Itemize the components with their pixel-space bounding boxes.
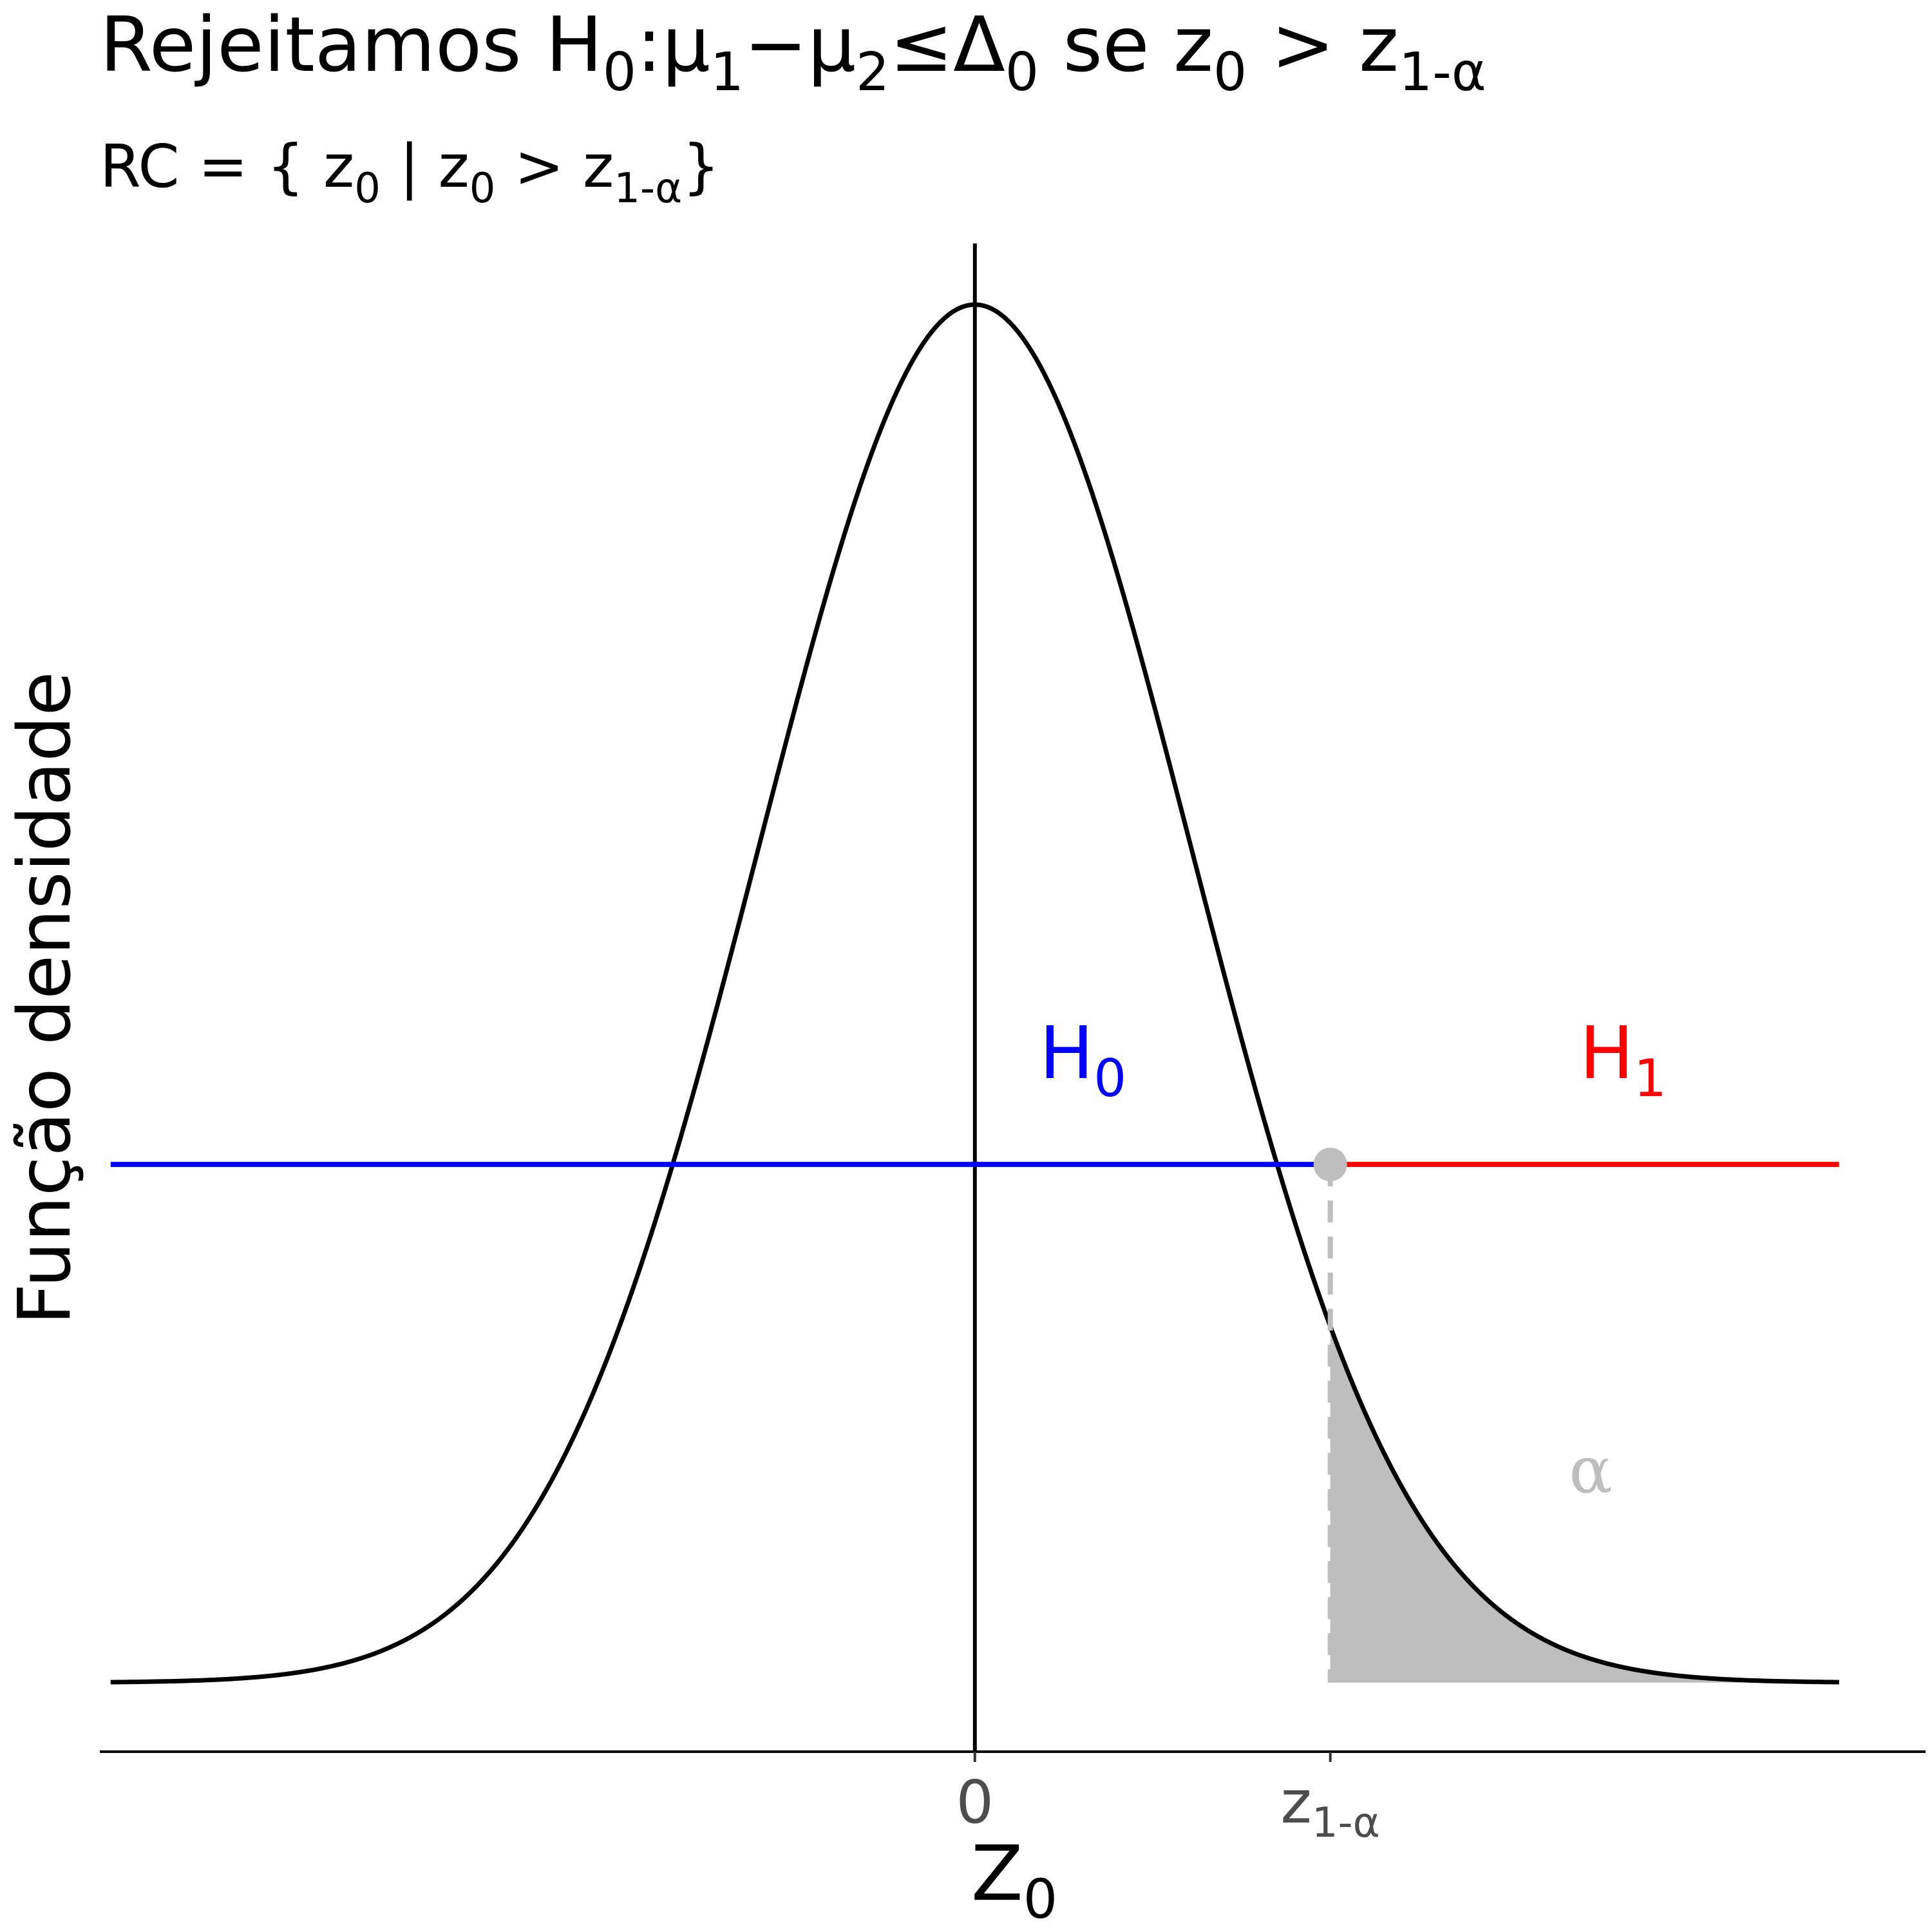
alpha-shaded-region bbox=[1330, 1326, 1839, 1683]
chart-title: Rejeitamos H0:μ1−μ2≤Δ0 se z0 > z1-α bbox=[100, 0, 1486, 103]
x-axis-ticks: 0 z1-α bbox=[956, 1752, 1380, 1847]
density-curve bbox=[110, 302, 1839, 1685]
chart-subtitle: RC = { z0 | z0 > z1-α} bbox=[100, 132, 720, 213]
alpha-label: α bbox=[1569, 1433, 1613, 1508]
h0-label: H0 bbox=[1039, 1012, 1126, 1108]
critical-value-marker bbox=[1313, 1148, 1347, 1182]
x-tick-label-1: z1-α bbox=[1281, 1768, 1380, 1847]
y-axis-label: Função densidade bbox=[3, 672, 87, 1325]
h1-label: H1 bbox=[1580, 1012, 1667, 1108]
x-tick-label-0: 0 bbox=[956, 1768, 994, 1837]
x-axis-label: Z0 bbox=[971, 1829, 1057, 1931]
